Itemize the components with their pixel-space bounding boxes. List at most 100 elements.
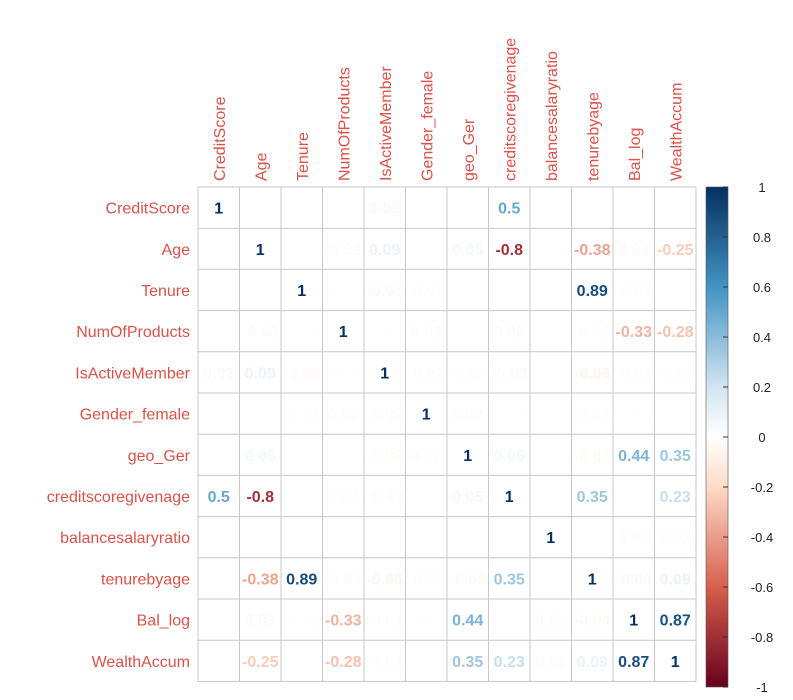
cell-IsActiveMember-Tenure xyxy=(281,351,323,393)
value-creditscoregivenage-tenurebyage: 0.35 xyxy=(577,489,608,506)
value-Age-IsActiveMember: 0.09 xyxy=(369,242,400,259)
value-WealthAccum-WealthAccum: 1 xyxy=(671,654,680,671)
cell-Gender_female-Gender_female xyxy=(405,393,447,435)
value-Bal_log-Bal_log: 1 xyxy=(629,613,638,630)
value-tenurebyage-NumOfProducts: -0.02 xyxy=(325,571,362,588)
value-WealthAccum-Bal_log: 0.87 xyxy=(618,654,649,671)
value-Age-Bal_log: 0.03 xyxy=(618,242,649,259)
colorbar-ticks: 1 0.8 0.6 0.4 0.2 0 -0.2 -0.4 -0.6 -0.8 -1 xyxy=(723,180,773,695)
cell-Gender_female-Tenure xyxy=(281,393,323,435)
cell-Tenure-Age xyxy=(239,269,281,311)
value-IsActiveMember-geo_Ger: -0.02 xyxy=(450,365,487,382)
colorbar-tick-label: 1 xyxy=(758,180,765,195)
cell-CreditScore-tenurebyage xyxy=(571,187,613,229)
column-label-NumOfProducts: NumOfProducts xyxy=(336,67,353,181)
cell-Gender_female-Bal_log xyxy=(613,393,655,435)
cell-Age-NumOfProducts xyxy=(322,228,364,270)
value-NumOfProducts-Age: -0.03 xyxy=(242,324,279,341)
value-NumOfProducts-NumOfProducts: 1 xyxy=(339,324,348,341)
value-NumOfProducts-creditscoregivenage: 0.02 xyxy=(494,324,525,341)
value-tenurebyage-Age: -0.38 xyxy=(242,571,279,588)
cell-WealthAccum-Gender_female xyxy=(405,640,447,682)
cell-Bal_log-NumOfProducts xyxy=(322,599,364,641)
cell-geo_Ger-Gender_female xyxy=(405,434,447,476)
cell-geo_Ger-creditscoregivenage xyxy=(488,434,530,476)
cell-Age-creditscoregivenage xyxy=(488,228,530,270)
cell-Tenure-geo_Ger xyxy=(447,269,489,311)
column-label-Bal_log: Bal_log xyxy=(627,128,644,181)
value-geo_Ger-tenurebyage: -0.03 xyxy=(574,448,611,465)
cell-CreditScore-creditscoregivenage xyxy=(488,187,530,229)
cell-NumOfProducts-IsActiveMember xyxy=(364,310,406,352)
cell-Tenure-Tenure xyxy=(281,269,323,311)
row-label-WealthAccum: WealthAccum xyxy=(92,654,190,671)
column-label-Gender_female: Gender_female xyxy=(419,71,436,181)
cell-tenurebyage-tenurebyage xyxy=(571,557,613,599)
value-Bal_log-IsActiveMember: -0.01 xyxy=(367,613,404,630)
value-Bal_log-tenurebyage: -0.04 xyxy=(574,613,611,630)
cell-Tenure-WealthAccum xyxy=(654,269,696,311)
value-geo_Ger-balancesalaryratio: 0.01 xyxy=(535,448,566,465)
value-Bal_log-Gender_female: 0.01 xyxy=(411,613,442,630)
value-geo_Ger-WealthAccum: 0.35 xyxy=(660,448,691,465)
value-tenurebyage-Tenure: 0.89 xyxy=(286,571,317,588)
cell-tenurebyage-balancesalaryratio xyxy=(530,557,572,599)
row-label-creditscoregivenage: creditscoregivenage xyxy=(47,489,190,506)
value-geo_Ger-geo_Ger: 1 xyxy=(463,448,472,465)
value-WealthAccum-balancesalaryratio: 0.02 xyxy=(535,654,566,671)
cell-creditscoregivenage-IsActiveMember xyxy=(364,475,406,517)
value-Age-creditscoregivenage: -0.8 xyxy=(495,242,523,259)
column-label-CreditScore: CreditScore xyxy=(212,96,229,181)
cell-tenurebyage-IsActiveMember xyxy=(364,557,406,599)
cell-Gender_female-tenurebyage xyxy=(571,393,613,435)
heatmap-grid xyxy=(197,186,697,682)
cell-Bal_log-Tenure xyxy=(281,599,323,641)
value-Tenure-Bal_log: -0.01 xyxy=(616,283,653,300)
cell-WealthAccum-IsActiveMember xyxy=(364,640,406,682)
cell-balancesalaryratio-Tenure xyxy=(281,516,323,558)
cell-WealthAccum-tenurebyage xyxy=(571,640,613,682)
cell-creditscoregivenage-CreditScore xyxy=(198,475,240,517)
cell-IsActiveMember-WealthAccum xyxy=(654,351,696,393)
column-label-IsActiveMember: IsActiveMember xyxy=(378,66,395,181)
cell-geo_Ger-geo_Ger xyxy=(447,434,489,476)
cell-balancesalaryratio-NumOfProducts xyxy=(322,516,364,558)
cell-CreditScore-geo_Ger xyxy=(447,187,489,229)
cell-Bal_log-Gender_female xyxy=(405,599,447,641)
value-Bal_log-balancesalaryratio: 0.02 xyxy=(535,613,566,630)
value-NumOfProducts-Tenure: 0.01 xyxy=(286,324,317,341)
cell-IsActiveMember-creditscoregivenage xyxy=(488,351,530,393)
value-tenurebyage-geo_Ger: -0.03 xyxy=(450,571,487,588)
colorbar: 1 0.8 0.6 0.4 0.2 0 -0.2 -0.4 -0.6 -0.8 -1 xyxy=(705,180,773,695)
cell-WealthAccum-Bal_log xyxy=(613,640,655,682)
value-CreditScore-CreditScore: 1 xyxy=(214,201,223,218)
row-label-Tenure: Tenure xyxy=(141,283,190,300)
row-label-geo_Ger: geo_Ger xyxy=(128,448,191,465)
cell-WealthAccum-balancesalaryratio xyxy=(530,640,572,682)
cell-geo_Ger-Bal_log xyxy=(613,434,655,476)
cell-CreditScore-CreditScore xyxy=(198,187,240,229)
cell-NumOfProducts-NumOfProducts xyxy=(322,310,364,352)
cell-values: 1 0.03 0.5 1 -0.03 0.09 0.05 -0.8 -0.38 0.03 -0.25… xyxy=(203,201,693,671)
colorbar-tick-label: 0 xyxy=(758,430,765,445)
value-NumOfProducts-IsActiveMember: 0.01 xyxy=(369,324,400,341)
cell-balancesalaryratio-tenurebyage xyxy=(571,516,613,558)
value-Gender_female-NumOfProducts: 0.02 xyxy=(328,407,359,424)
cell-NumOfProducts-Tenure xyxy=(281,310,323,352)
value-Age-geo_Ger: 0.05 xyxy=(452,242,483,259)
cell-tenurebyage-creditscoregivenage xyxy=(488,557,530,599)
value-IsActiveMember-WealthAccum: -0.01 xyxy=(657,365,694,382)
colorbar-tick-label: 0.8 xyxy=(753,230,771,245)
cell-IsActiveMember-geo_Ger xyxy=(447,351,489,393)
value-geo_Ger-Gender_female: 0.02 xyxy=(411,448,442,465)
cell-CreditScore-Age xyxy=(239,187,281,229)
value-Bal_log-Tenure: -0.01 xyxy=(284,613,321,630)
row-labels: CreditScore Age Tenure NumOfProducts IsActiv… xyxy=(47,201,191,671)
cell-balancesalaryratio-Age xyxy=(239,516,281,558)
cell-creditscoregivenage-tenurebyage xyxy=(571,475,613,517)
cell-Age-geo_Ger xyxy=(447,228,489,270)
cell-creditscoregivenage-geo_Ger xyxy=(447,475,489,517)
column-label-geo_Ger: geo_Ger xyxy=(461,118,478,181)
cell-NumOfProducts-balancesalaryratio xyxy=(530,310,572,352)
cell-tenurebyage-WealthAccum xyxy=(654,557,696,599)
